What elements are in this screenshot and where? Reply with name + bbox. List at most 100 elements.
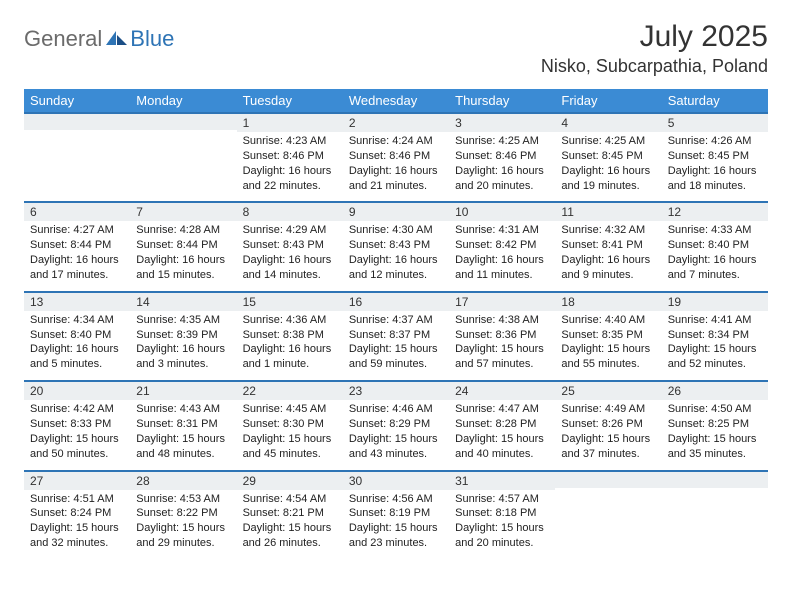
sunrise-line: Sunrise: 4:40 AM: [561, 313, 655, 328]
day-body: Sunrise: 4:32 AMSunset: 8:41 PMDaylight:…: [555, 221, 661, 290]
calendar-cell: 15Sunrise: 4:36 AMSunset: 8:38 PMDayligh…: [237, 291, 343, 380]
sunrise-line: Sunrise: 4:37 AM: [349, 313, 443, 328]
calendar-cell: 26Sunrise: 4:50 AMSunset: 8:25 PMDayligh…: [662, 380, 768, 469]
day-number: [555, 470, 661, 488]
sunset-line: Sunset: 8:42 PM: [455, 238, 549, 253]
sunrise-line: Sunrise: 4:35 AM: [136, 313, 230, 328]
calendar-cell: 2Sunrise: 4:24 AMSunset: 8:46 PMDaylight…: [343, 112, 449, 201]
calendar-cell: 18Sunrise: 4:40 AMSunset: 8:35 PMDayligh…: [555, 291, 661, 380]
calendar-cell: 10Sunrise: 4:31 AMSunset: 8:42 PMDayligh…: [449, 201, 555, 290]
day-number: [130, 112, 236, 130]
daylight-line: Daylight: 15 hours and 48 minutes.: [136, 432, 230, 462]
daylight-line: Daylight: 15 hours and 23 minutes.: [349, 521, 443, 551]
sunset-line: Sunset: 8:46 PM: [455, 149, 549, 164]
daylight-line: Daylight: 16 hours and 7 minutes.: [668, 253, 762, 283]
day-number: 28: [130, 470, 236, 490]
sunset-line: Sunset: 8:26 PM: [561, 417, 655, 432]
sunrise-line: Sunrise: 4:41 AM: [668, 313, 762, 328]
day-body: Sunrise: 4:43 AMSunset: 8:31 PMDaylight:…: [130, 400, 236, 469]
day-body: Sunrise: 4:45 AMSunset: 8:30 PMDaylight:…: [237, 400, 343, 469]
calendar-week-row: 27Sunrise: 4:51 AMSunset: 8:24 PMDayligh…: [24, 470, 768, 559]
calendar-cell: 1Sunrise: 4:23 AMSunset: 8:46 PMDaylight…: [237, 112, 343, 201]
location: Nisko, Subcarpathia, Poland: [541, 56, 768, 77]
sunset-line: Sunset: 8:30 PM: [243, 417, 337, 432]
day-header: Saturday: [662, 89, 768, 112]
sunset-line: Sunset: 8:22 PM: [136, 506, 230, 521]
daylight-line: Daylight: 16 hours and 20 minutes.: [455, 164, 549, 194]
day-body: [555, 488, 661, 546]
day-body: Sunrise: 4:38 AMSunset: 8:36 PMDaylight:…: [449, 311, 555, 380]
sunset-line: Sunset: 8:18 PM: [455, 506, 549, 521]
day-body: Sunrise: 4:28 AMSunset: 8:44 PMDaylight:…: [130, 221, 236, 290]
sunrise-line: Sunrise: 4:53 AM: [136, 492, 230, 507]
day-body: Sunrise: 4:31 AMSunset: 8:42 PMDaylight:…: [449, 221, 555, 290]
sunrise-line: Sunrise: 4:56 AM: [349, 492, 443, 507]
day-number: 19: [662, 291, 768, 311]
daylight-line: Daylight: 16 hours and 11 minutes.: [455, 253, 549, 283]
sunset-line: Sunset: 8:24 PM: [30, 506, 124, 521]
header: General Blue July 2025 Nisko, Subcarpath…: [24, 20, 768, 77]
calendar-cell: 11Sunrise: 4:32 AMSunset: 8:41 PMDayligh…: [555, 201, 661, 290]
daylight-line: Daylight: 16 hours and 17 minutes.: [30, 253, 124, 283]
sunrise-line: Sunrise: 4:33 AM: [668, 223, 762, 238]
sunrise-line: Sunrise: 4:54 AM: [243, 492, 337, 507]
calendar-cell: 21Sunrise: 4:43 AMSunset: 8:31 PMDayligh…: [130, 380, 236, 469]
day-number: 24: [449, 380, 555, 400]
day-body: Sunrise: 4:23 AMSunset: 8:46 PMDaylight:…: [237, 132, 343, 201]
day-number: 11: [555, 201, 661, 221]
calendar-cell: 14Sunrise: 4:35 AMSunset: 8:39 PMDayligh…: [130, 291, 236, 380]
day-number: 26: [662, 380, 768, 400]
calendar-cell: 9Sunrise: 4:30 AMSunset: 8:43 PMDaylight…: [343, 201, 449, 290]
calendar-cell: 25Sunrise: 4:49 AMSunset: 8:26 PMDayligh…: [555, 380, 661, 469]
calendar-week-row: 6Sunrise: 4:27 AMSunset: 8:44 PMDaylight…: [24, 201, 768, 290]
calendar-cell: 30Sunrise: 4:56 AMSunset: 8:19 PMDayligh…: [343, 470, 449, 559]
calendar-cell: 28Sunrise: 4:53 AMSunset: 8:22 PMDayligh…: [130, 470, 236, 559]
daylight-line: Daylight: 16 hours and 14 minutes.: [243, 253, 337, 283]
day-body: Sunrise: 4:57 AMSunset: 8:18 PMDaylight:…: [449, 490, 555, 559]
daylight-line: Daylight: 16 hours and 5 minutes.: [30, 342, 124, 372]
calendar-cell: 20Sunrise: 4:42 AMSunset: 8:33 PMDayligh…: [24, 380, 130, 469]
sunrise-line: Sunrise: 4:51 AM: [30, 492, 124, 507]
sunset-line: Sunset: 8:33 PM: [30, 417, 124, 432]
day-number: 23: [343, 380, 449, 400]
calendar-cell: 22Sunrise: 4:45 AMSunset: 8:30 PMDayligh…: [237, 380, 343, 469]
title-block: July 2025 Nisko, Subcarpathia, Poland: [541, 20, 768, 77]
day-number: 3: [449, 112, 555, 132]
logo: General Blue: [24, 20, 174, 52]
day-body: Sunrise: 4:46 AMSunset: 8:29 PMDaylight:…: [343, 400, 449, 469]
day-number: 5: [662, 112, 768, 132]
day-number: 8: [237, 201, 343, 221]
sunset-line: Sunset: 8:37 PM: [349, 328, 443, 343]
day-number: 30: [343, 470, 449, 490]
day-number: 1: [237, 112, 343, 132]
day-header: Thursday: [449, 89, 555, 112]
daylight-line: Daylight: 15 hours and 52 minutes.: [668, 342, 762, 372]
day-body: Sunrise: 4:54 AMSunset: 8:21 PMDaylight:…: [237, 490, 343, 559]
calendar-cell: 8Sunrise: 4:29 AMSunset: 8:43 PMDaylight…: [237, 201, 343, 290]
sunset-line: Sunset: 8:21 PM: [243, 506, 337, 521]
sunset-line: Sunset: 8:25 PM: [668, 417, 762, 432]
calendar-cell: 29Sunrise: 4:54 AMSunset: 8:21 PMDayligh…: [237, 470, 343, 559]
sunset-line: Sunset: 8:29 PM: [349, 417, 443, 432]
sunrise-line: Sunrise: 4:45 AM: [243, 402, 337, 417]
day-body: Sunrise: 4:35 AMSunset: 8:39 PMDaylight:…: [130, 311, 236, 380]
daylight-line: Daylight: 15 hours and 55 minutes.: [561, 342, 655, 372]
day-number: 25: [555, 380, 661, 400]
sunset-line: Sunset: 8:34 PM: [668, 328, 762, 343]
daylight-line: Daylight: 15 hours and 20 minutes.: [455, 521, 549, 551]
day-number: 2: [343, 112, 449, 132]
sunrise-line: Sunrise: 4:36 AM: [243, 313, 337, 328]
day-number: 9: [343, 201, 449, 221]
daylight-line: Daylight: 15 hours and 43 minutes.: [349, 432, 443, 462]
day-number: 17: [449, 291, 555, 311]
day-number: 7: [130, 201, 236, 221]
calendar-cell: 12Sunrise: 4:33 AMSunset: 8:40 PMDayligh…: [662, 201, 768, 290]
day-body: Sunrise: 4:49 AMSunset: 8:26 PMDaylight:…: [555, 400, 661, 469]
sunset-line: Sunset: 8:44 PM: [30, 238, 124, 253]
day-body: Sunrise: 4:47 AMSunset: 8:28 PMDaylight:…: [449, 400, 555, 469]
day-number: 16: [343, 291, 449, 311]
day-header: Wednesday: [343, 89, 449, 112]
day-body: Sunrise: 4:33 AMSunset: 8:40 PMDaylight:…: [662, 221, 768, 290]
day-body: Sunrise: 4:29 AMSunset: 8:43 PMDaylight:…: [237, 221, 343, 290]
calendar-cell: 17Sunrise: 4:38 AMSunset: 8:36 PMDayligh…: [449, 291, 555, 380]
